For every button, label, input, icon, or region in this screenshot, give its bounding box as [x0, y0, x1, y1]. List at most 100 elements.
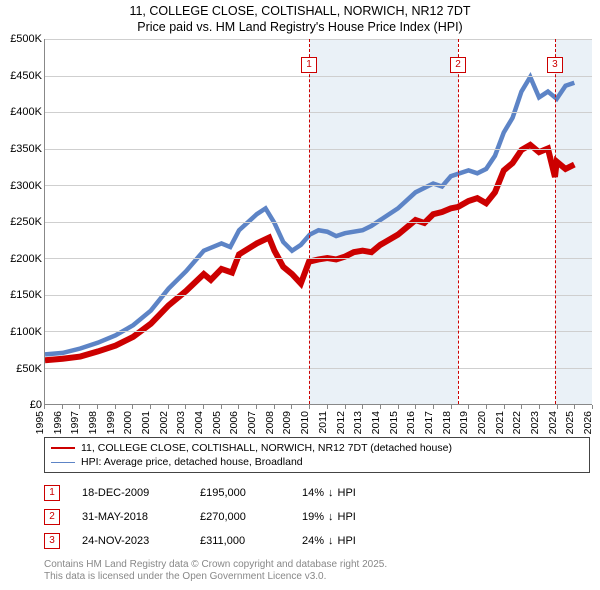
x-tickmark	[504, 405, 505, 409]
x-tick-label: 2026	[582, 411, 600, 434]
x-tickmark	[238, 405, 239, 409]
x-tickmark	[79, 405, 80, 409]
event-date: 31-MAY-2018	[82, 511, 178, 523]
events-table: 1 18-DEC-2009 £195,000 14% ↓ HPI 2 31-MAY-2018 £…	[44, 481, 590, 553]
legend: 11, COLLEGE CLOSE, COLTISHALL, NORWICH, …	[44, 437, 590, 473]
y-tick-label: £250K	[10, 216, 42, 228]
event-marker-box: 2	[450, 57, 466, 73]
x-tick-label: 2011	[317, 411, 337, 434]
event-price: £311,000	[200, 535, 280, 547]
y-tick-label: £0	[30, 399, 42, 411]
x-tick-label: 2020	[476, 411, 496, 434]
x-tick-label: 2014	[370, 411, 390, 434]
event-vline	[309, 39, 310, 404]
x-tickmark	[44, 405, 45, 409]
event-row: 324-NOV-2023£311,00024%↓HPI	[44, 529, 590, 553]
x-tick-label: 2023	[529, 411, 549, 434]
event-diff: 14% ↓ HPI	[302, 487, 356, 499]
x-tickmark	[345, 405, 346, 409]
y-tick-label: £100K	[10, 326, 42, 338]
x-tickmark	[291, 405, 292, 409]
x-tickmark	[539, 405, 540, 409]
chart-area: £0£50K£100K£150K£200K£250K£300K£350K£400…	[0, 39, 600, 431]
event-diff-pct: 14%	[302, 487, 324, 499]
legend-row: 11, COLLEGE CLOSE, COLTISHALL, NORWICH, …	[51, 441, 583, 455]
x-tickmark	[557, 405, 558, 409]
x-tickmark	[433, 405, 434, 409]
event-row-marker: 3	[44, 533, 60, 549]
y-tick-label: £150K	[10, 289, 42, 301]
y-tick-label: £350K	[10, 143, 42, 155]
x-tick-label: 2017	[423, 411, 443, 434]
x-tickmark	[574, 405, 575, 409]
x-tickmark	[521, 405, 522, 409]
gridline	[45, 222, 592, 223]
event-diff-pct: 19%	[302, 511, 324, 523]
footer-line-1: Contains HM Land Registry data © Crown c…	[44, 559, 590, 571]
event-diff-pct: 24%	[302, 535, 324, 547]
x-tickmark	[150, 405, 151, 409]
title-line-2: Price paid vs. HM Land Registry's House …	[0, 20, 600, 36]
x-tickmark	[203, 405, 204, 409]
arrow-down-icon: ↓	[328, 487, 334, 499]
event-diff-suffix: HPI	[338, 487, 356, 499]
legend-label: HPI: Average price, detached house, Broa…	[81, 456, 303, 468]
y-tick-label: £400K	[10, 106, 42, 118]
x-tickmark	[185, 405, 186, 409]
x-tickmark	[115, 405, 116, 409]
x-tickmark	[97, 405, 98, 409]
x-tickmark	[168, 405, 169, 409]
x-axis: 1995199619971998199920002001200220032004…	[44, 405, 592, 431]
x-tickmark	[327, 405, 328, 409]
event-diff: 24%↓HPI	[302, 535, 356, 547]
event-price: £270,000	[200, 511, 280, 523]
arrow-down-icon: ↓	[328, 535, 334, 547]
x-tickmark	[468, 405, 469, 409]
event-vline	[458, 39, 459, 404]
title-line-1: 11, COLLEGE CLOSE, COLTISHALL, NORWICH, …	[0, 4, 600, 20]
x-tick-label: 1995	[34, 411, 54, 434]
event-row-marker: 2	[44, 509, 60, 525]
gridline	[45, 368, 592, 369]
gridline	[45, 149, 592, 150]
plot-area: 123	[44, 39, 592, 405]
event-row: 1 18-DEC-2009 £195,000 14% ↓ HPI	[44, 481, 590, 505]
x-tickmark	[451, 405, 452, 409]
legend-row: HPI: Average price, detached house, Broa…	[51, 455, 583, 469]
arrow-down-icon: ↓	[328, 511, 334, 523]
gridline	[45, 112, 592, 113]
legend-swatch	[51, 447, 75, 449]
event-diff: 19% ↓ HPI	[302, 511, 356, 523]
y-tick-label: £500K	[10, 33, 42, 45]
event-date: 18-DEC-2009	[82, 487, 178, 499]
x-tickmark	[221, 405, 222, 409]
y-tick-label: £50K	[16, 363, 42, 375]
x-tickmark	[309, 405, 310, 409]
event-marker-box: 1	[301, 57, 317, 73]
gridline	[45, 39, 592, 40]
legend-swatch	[51, 462, 75, 463]
x-tickmark	[132, 405, 133, 409]
event-row: 2 31-MAY-2018 £270,000 19% ↓ HPI	[44, 505, 590, 529]
event-date: 24-NOV-2023	[82, 535, 178, 547]
gridline	[45, 295, 592, 296]
footer: Contains HM Land Registry data © Crown c…	[44, 559, 590, 583]
y-tick-label: £200K	[10, 253, 42, 265]
x-tickmark	[380, 405, 381, 409]
gridline	[45, 331, 592, 332]
x-tickmark	[62, 405, 63, 409]
event-diff-suffix: HPI	[338, 511, 356, 523]
x-tickmark	[274, 405, 275, 409]
gridline	[45, 258, 592, 259]
event-vline	[555, 39, 556, 404]
x-tickmark	[256, 405, 257, 409]
event-price: £195,000	[200, 487, 280, 499]
event-row-marker: 1	[44, 485, 60, 501]
y-tick-label: £450K	[10, 70, 42, 82]
chart-title-block: 11, COLLEGE CLOSE, COLTISHALL, NORWICH, …	[0, 0, 600, 35]
y-axis: £0£50K£100K£150K£200K£250K£300K£350K£400…	[0, 39, 44, 405]
gridline	[45, 185, 592, 186]
x-tickmark	[362, 405, 363, 409]
gridline	[45, 76, 592, 77]
x-tickmark	[486, 405, 487, 409]
